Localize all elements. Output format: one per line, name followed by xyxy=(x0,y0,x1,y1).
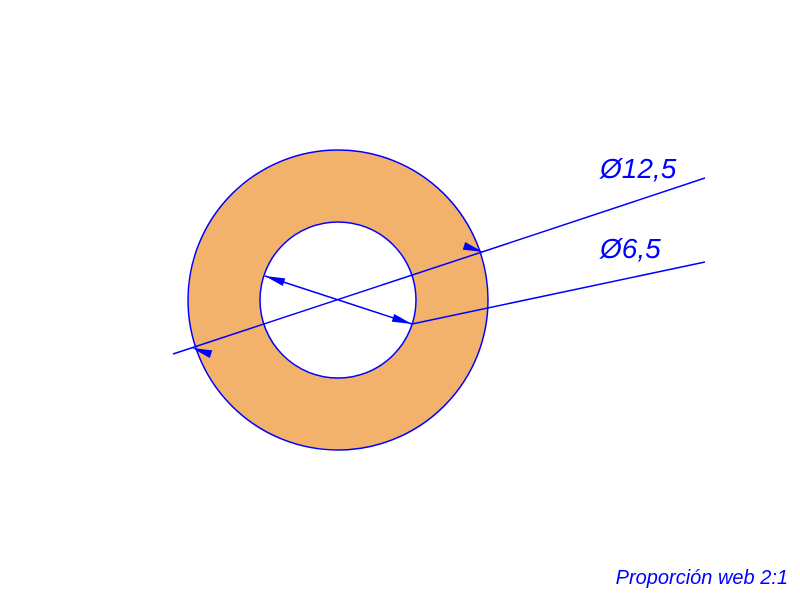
dimension-leader xyxy=(479,178,705,253)
outer-diameter-dimension-label: Ø12,5 xyxy=(599,153,677,184)
scale-note: Proporción web 2:1 xyxy=(616,567,788,589)
diagram-canvas: Ø12,5 Ø6,5 Proporción web 2:1 xyxy=(0,0,800,600)
dimension-arrowhead xyxy=(265,276,285,286)
inner-diameter-dimension-label: Ø6,5 xyxy=(599,233,661,264)
dimension-arrowhead xyxy=(392,314,412,324)
